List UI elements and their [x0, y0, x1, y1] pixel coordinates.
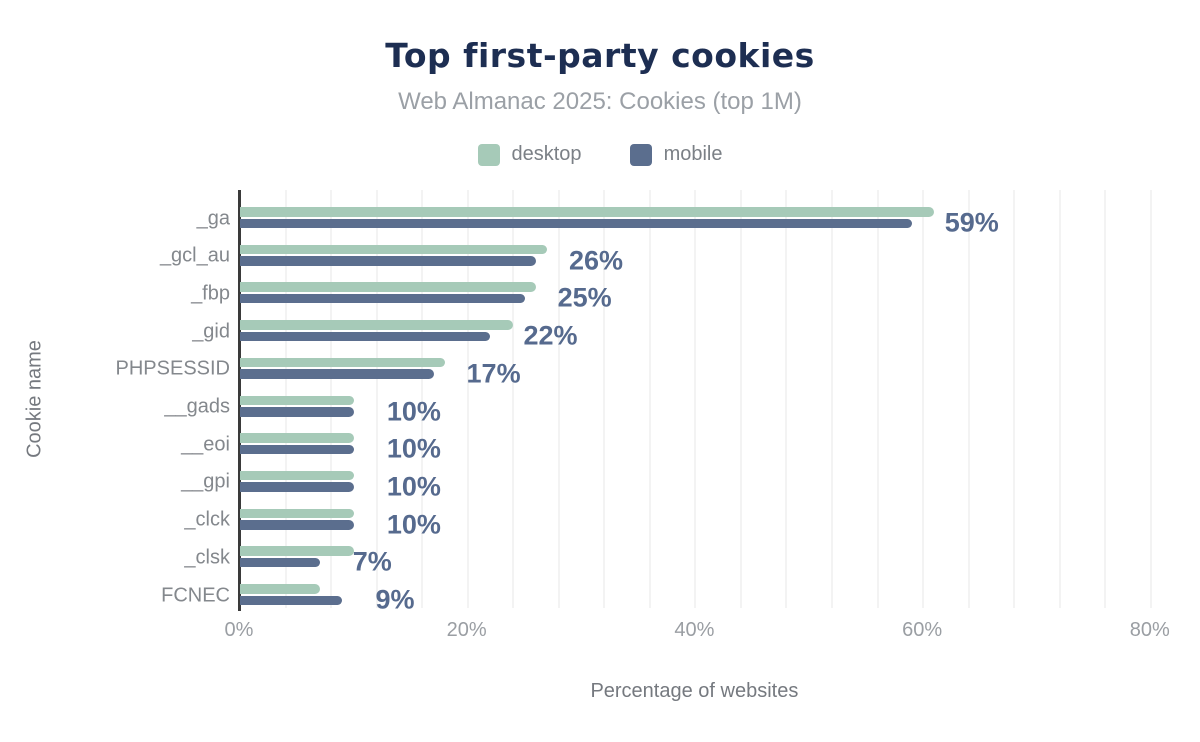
bar-desktop: [240, 320, 514, 330]
bar-mobile: [240, 331, 491, 342]
value-label: 10%: [386, 471, 441, 502]
gridline: [876, 190, 879, 608]
value-label: 26%: [569, 245, 624, 276]
bar-mobile: [240, 444, 354, 455]
category-label: _fbp: [191, 282, 230, 305]
bar-desktop: [240, 433, 354, 443]
bar-mobile: [240, 218, 912, 228]
gridline: [557, 190, 560, 608]
gridline: [466, 190, 469, 608]
gridline: [739, 190, 742, 608]
gridline: [694, 190, 697, 608]
bar-desktop: [240, 282, 536, 292]
legend-item-mobile: mobile: [629, 143, 723, 166]
legend-swatch-icon: [477, 143, 500, 166]
chart-legend: desktop mobile: [0, 143, 1200, 166]
bar-desktop: [240, 470, 354, 481]
category-label: _clsk: [184, 546, 230, 569]
chart-title: Top first-party cookies: [385, 36, 815, 75]
category-label: __eoi: [181, 433, 230, 456]
legend-swatch-icon: [629, 143, 652, 166]
gridline: [648, 190, 651, 608]
gridline: [421, 190, 424, 608]
y-axis-line: [238, 190, 241, 611]
gridline: [922, 190, 925, 608]
bar-mobile: [240, 293, 525, 304]
value-label: 22%: [523, 320, 578, 351]
bar-mobile: [240, 595, 343, 605]
bar-mobile: [240, 557, 320, 568]
legend-label: mobile: [663, 143, 723, 165]
bar-desktop: [240, 244, 548, 255]
value-label: 25%: [557, 282, 612, 313]
gridline: [1058, 190, 1061, 608]
legend-label: desktop: [511, 143, 582, 165]
value-label: 59%: [944, 207, 999, 238]
gridline: [967, 190, 970, 608]
x-tick-label: 20%: [446, 619, 487, 641]
value-label: 17%: [466, 358, 521, 389]
bar-desktop: [240, 395, 354, 405]
y-axis-title: Cookie name: [23, 340, 46, 458]
gridline: [1013, 190, 1016, 608]
category-label: FCNEC: [161, 584, 230, 606]
category-label: __gads: [164, 395, 230, 418]
category-label: PHPSESSID: [115, 357, 230, 380]
gridline: [785, 190, 788, 608]
gridline: [1149, 190, 1152, 608]
gridline: [512, 190, 515, 608]
category-label: _gid: [192, 320, 230, 343]
x-axis-title: Percentage of websites: [590, 680, 799, 702]
bar-desktop: [240, 207, 935, 217]
bar-desktop: [240, 546, 354, 556]
value-label: 10%: [386, 396, 441, 426]
gridline: [603, 190, 606, 608]
value-label: 10%: [386, 509, 441, 540]
category-label: __gpi: [181, 470, 230, 493]
gridline: [375, 190, 378, 608]
bar-mobile: [240, 369, 434, 379]
legend-item-desktop: desktop: [477, 143, 582, 166]
x-tick-label: 80%: [1129, 619, 1170, 641]
bar-mobile: [240, 482, 354, 492]
bar-desktop: [240, 584, 320, 594]
category-label: _ga: [196, 207, 230, 229]
value-label: 10%: [386, 433, 441, 464]
bar-mobile: [240, 256, 536, 266]
category-label: _gcl_au: [159, 244, 230, 267]
value-label: 7%: [352, 546, 392, 577]
value-label: 9%: [375, 584, 415, 615]
bar-mobile: [240, 407, 354, 417]
bar-mobile: [240, 520, 354, 530]
category-label: _clck: [184, 508, 230, 531]
gridline: [831, 190, 834, 608]
bar-desktop: [240, 357, 445, 368]
chart-subtitle: Web Almanac 2025: Cookies (top 1M): [398, 88, 802, 115]
bar-desktop: [240, 508, 354, 519]
gridline: [1104, 190, 1107, 608]
x-tick-label: 40%: [674, 619, 715, 641]
x-tick-label: 60%: [902, 619, 943, 641]
x-tick-label: 0%: [224, 619, 254, 641]
